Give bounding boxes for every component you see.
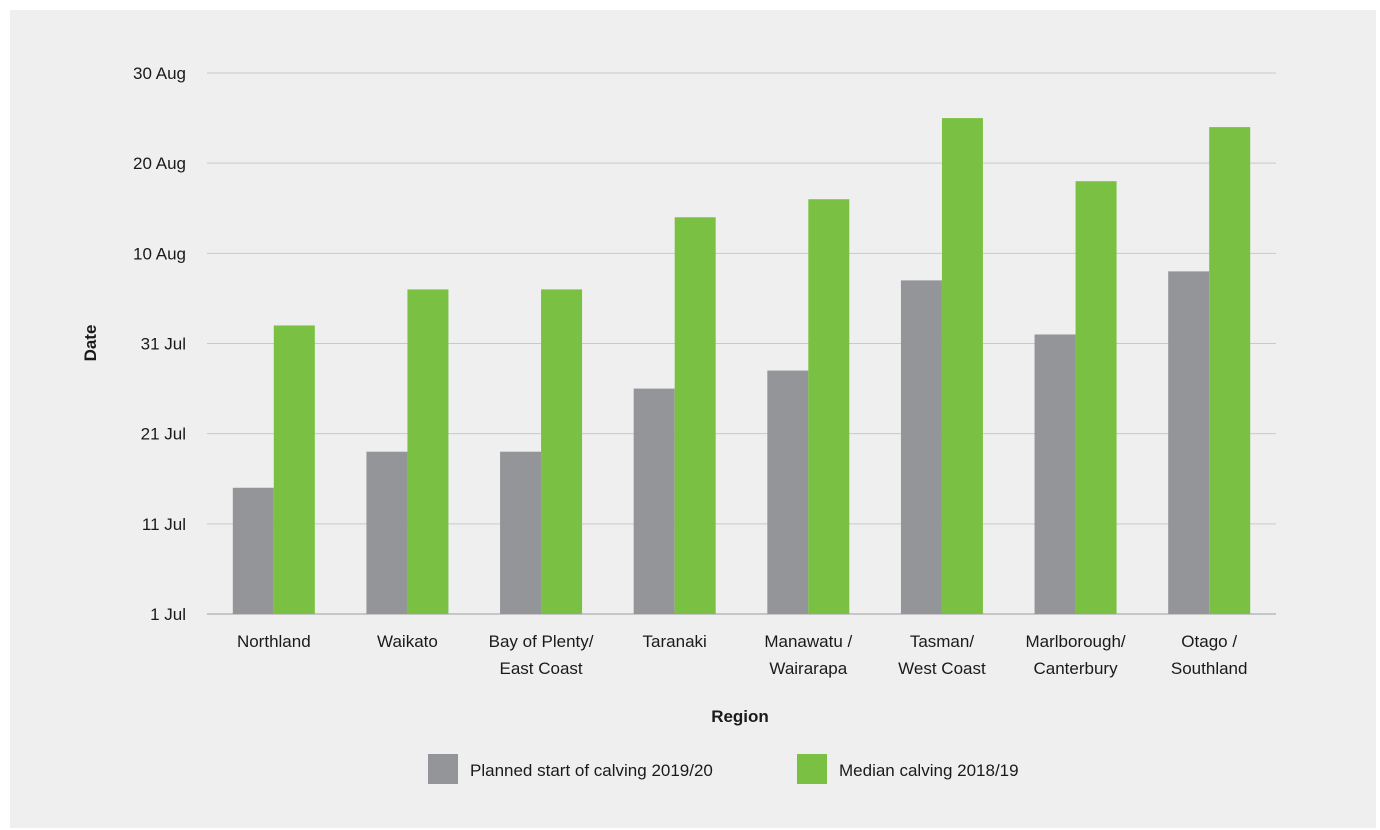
- bars: [232, 118, 1251, 614]
- bar-median-calving-bay-of-plenty-east-coast: [541, 289, 583, 614]
- x-tick-waikato: Waikato: [377, 632, 438, 651]
- bar-planned-start-taranaki: [633, 388, 675, 614]
- bar-planned-start-bay-of-plenty-east-coast: [500, 451, 542, 614]
- x-tick-tasman-west-coast: Tasman/West Coast: [898, 632, 986, 678]
- legend-swatch-median-calving-2018-19: [797, 754, 827, 784]
- bar-planned-start-tasman-west-coast: [900, 280, 942, 614]
- x-tick-marlborough-canterbury: Marlborough/Canterbury: [1025, 632, 1125, 678]
- x-category-labels: Northland Waikato Bay of Plenty/East Coast…: [237, 632, 1248, 678]
- bar-median-calving-northland: [273, 325, 315, 614]
- bar-planned-start-otago-southland: [1168, 271, 1210, 614]
- legend: Planned start of calving 2019/20 Median c…: [428, 754, 1019, 784]
- y-tick-31-jul: 31 Jul: [141, 335, 186, 354]
- legend-swatch-planned-start-of-calving-2019-20: [428, 754, 458, 784]
- bar-planned-start-waikato: [366, 451, 408, 614]
- y-tick-30-aug: 30 Aug: [133, 64, 186, 83]
- y-tick-20-aug: 20 Aug: [133, 154, 186, 173]
- x-tick-bay-of-plenty-east-coast: Bay of Plenty/East Coast: [489, 632, 594, 678]
- x-tick-manawatu-wairarapa: Manawatu / Wairarapa: [764, 632, 852, 678]
- x-tick-otago-southland: Otago / Southland: [1171, 632, 1248, 678]
- x-tick-northland: Northland: [237, 632, 311, 651]
- y-tick-11-jul: 11 Jul: [142, 515, 186, 534]
- bar-median-calving-taranaki: [674, 217, 716, 614]
- bar-planned-start-manawatu-wairarapa: [767, 370, 809, 614]
- bar-planned-start-marlborough-canterbury: [1034, 334, 1076, 614]
- bar-median-calving-manawatu-wairarapa: [808, 199, 850, 614]
- bar-median-calving-tasman-west-coast: [941, 118, 983, 614]
- x-axis-title: Region: [711, 707, 769, 726]
- y-axis-title: Date: [81, 325, 100, 362]
- y-tick-10-aug: 10 Aug: [133, 244, 186, 263]
- legend-label-median-calving-2018-19: Median calving 2018/19: [839, 761, 1019, 780]
- y-tick-21-jul: 21 Jul: [141, 425, 186, 444]
- bar-median-calving-marlborough-canterbury: [1075, 181, 1117, 614]
- x-tick-taranaki: Taranaki: [643, 632, 707, 651]
- legend-label-planned-start-of-calving-2019-20: Planned start of calving 2019/20: [470, 761, 713, 780]
- y-tick-1-jul: 1 Jul: [150, 605, 186, 624]
- bar-median-calving-waikato: [407, 289, 449, 614]
- bar-planned-start-northland: [232, 487, 274, 614]
- y-tick-labels: 1 Jul 11 Jul 21 Jul 31 Jul 10 Aug 20 Aug 30 Au…: [133, 64, 186, 624]
- bar-median-calving-otago-southland: [1209, 127, 1251, 614]
